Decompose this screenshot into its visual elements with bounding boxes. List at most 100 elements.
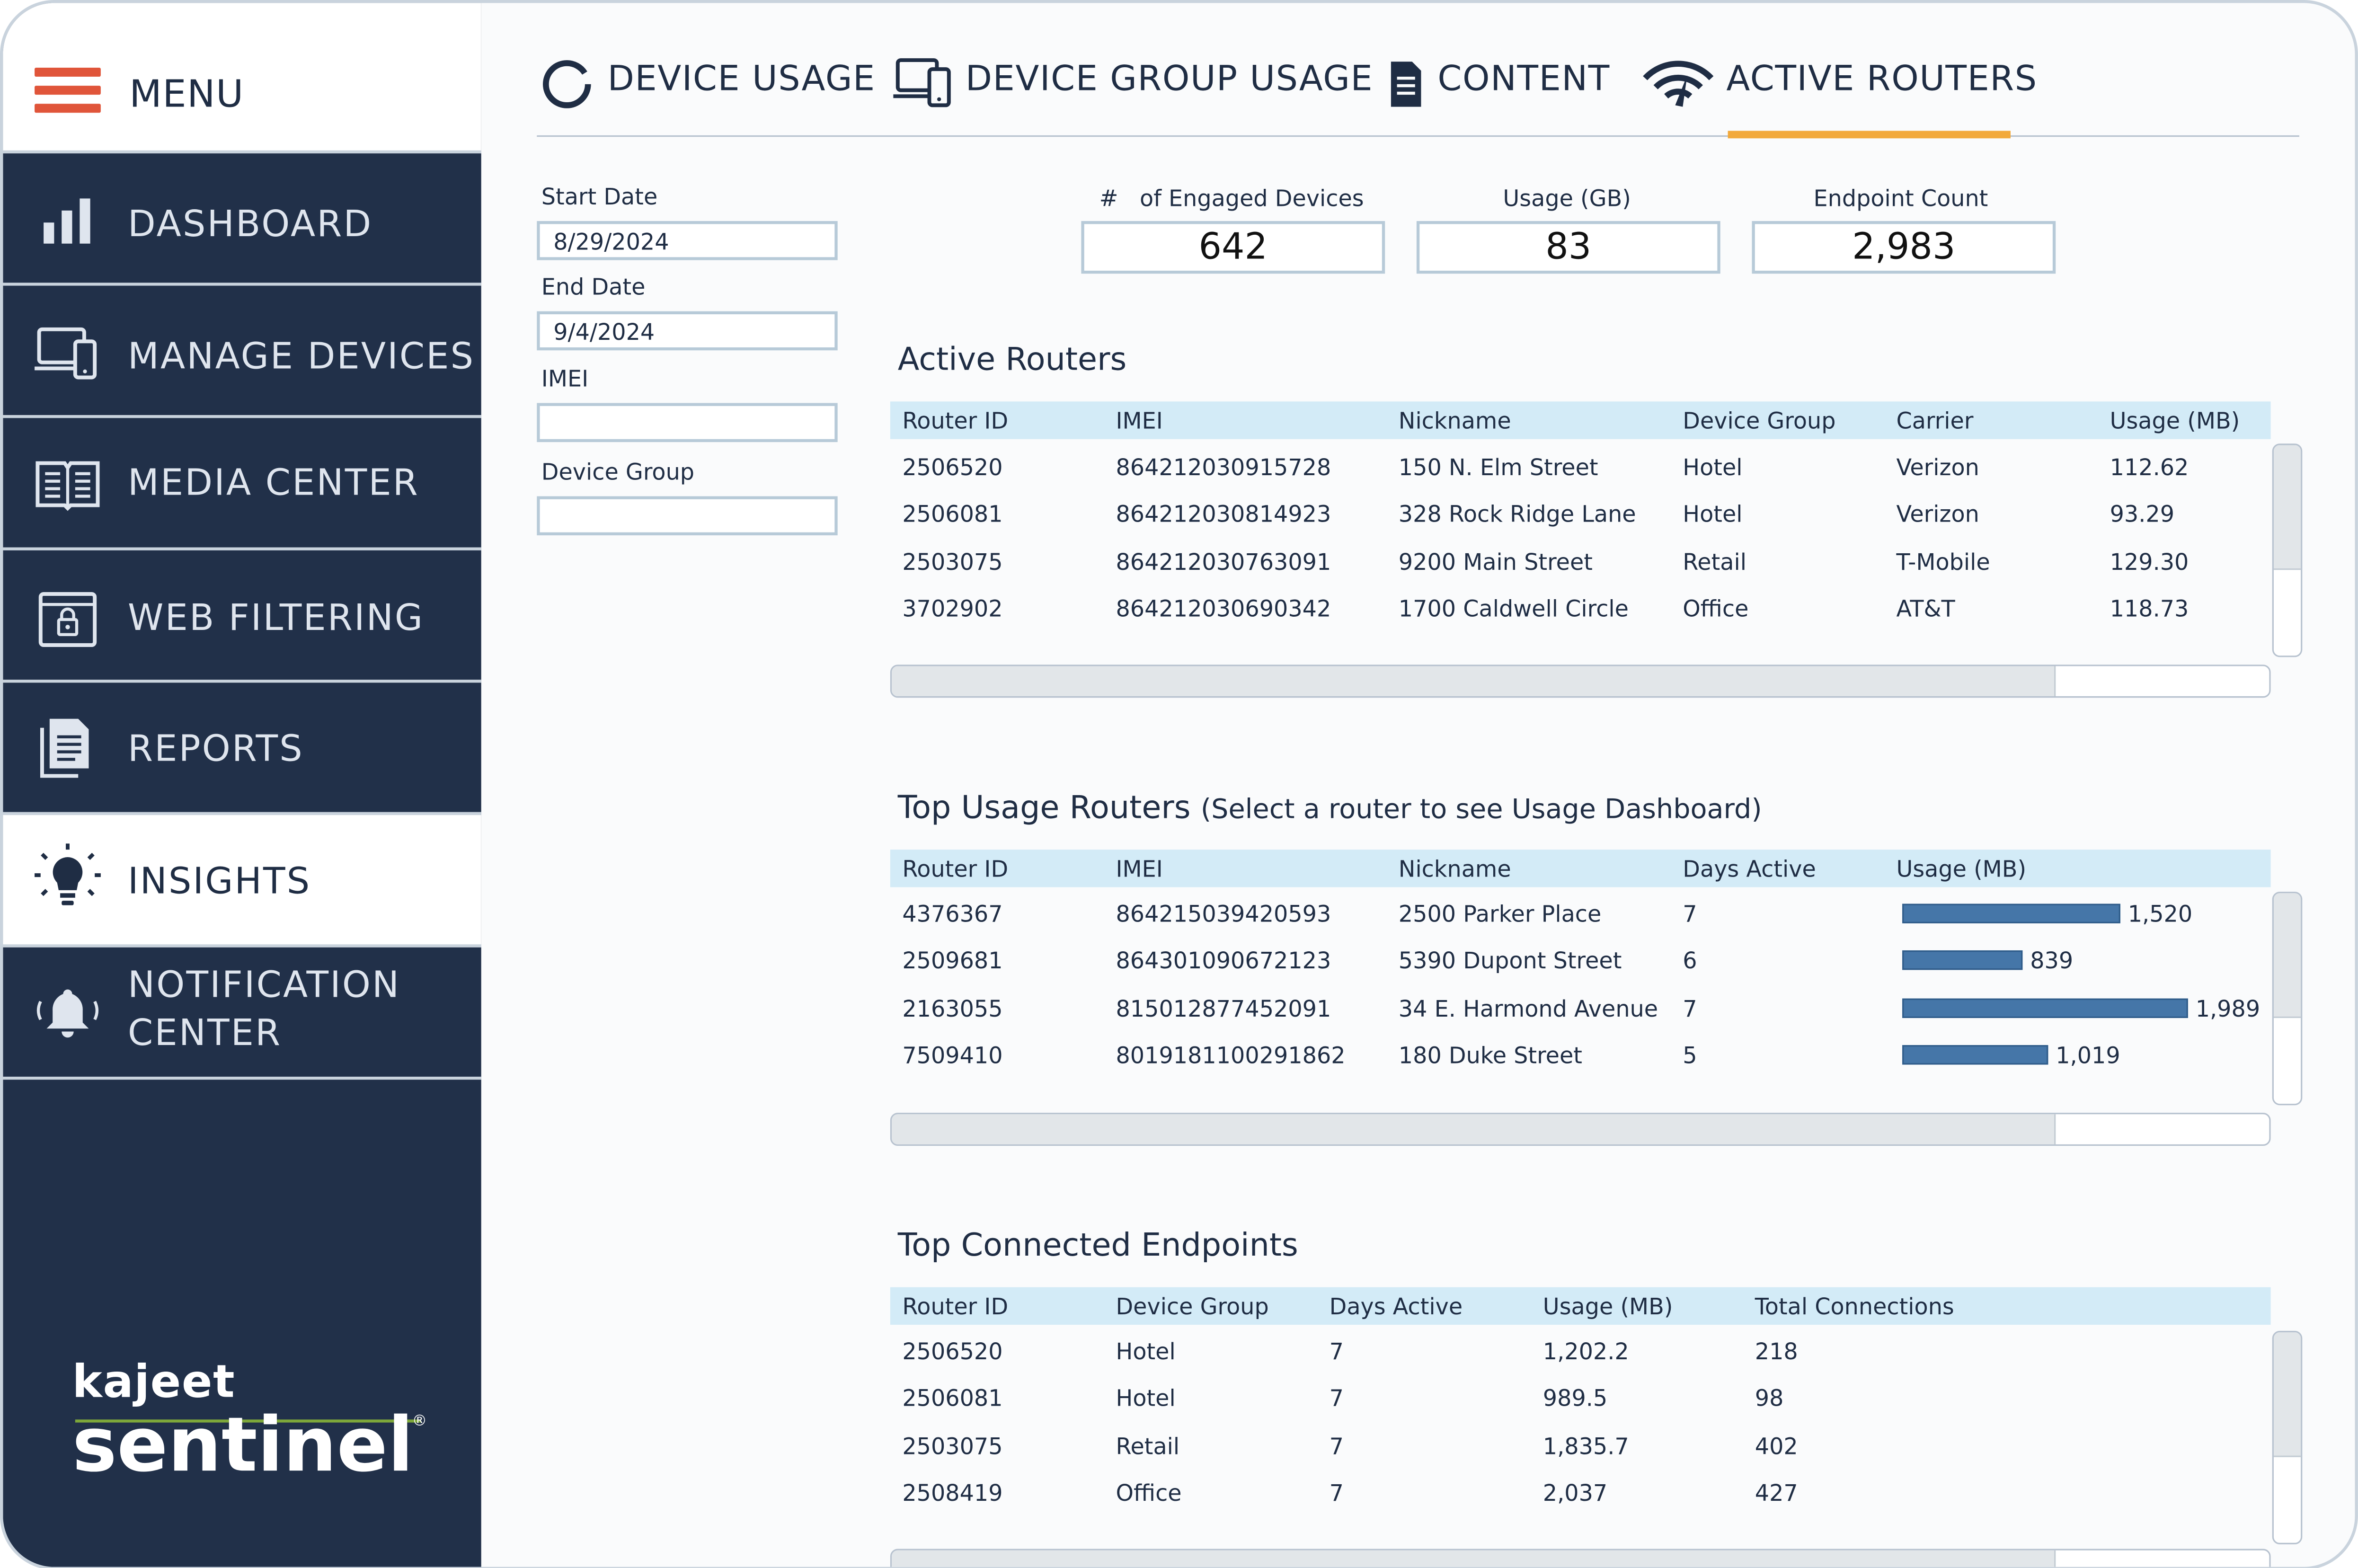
column-header[interactable]: Total Connections bbox=[1755, 1293, 1954, 1320]
table-cell: 4376367 bbox=[902, 901, 1003, 928]
registered-mark: ® bbox=[412, 1413, 427, 1430]
logo-divider bbox=[75, 1419, 421, 1423]
column-header[interactable]: IMEI bbox=[1116, 855, 1163, 883]
tab-content[interactable]: CONTENT bbox=[1386, 54, 1612, 114]
usage-bar-label: 1,019 bbox=[2056, 1042, 2120, 1069]
table-cell: 5 bbox=[1683, 1042, 1697, 1069]
usage-bar-label: 839 bbox=[2030, 947, 2074, 974]
active-tab-indicator bbox=[1728, 131, 2011, 139]
column-header[interactable]: Usage (MB) bbox=[1542, 1293, 1673, 1320]
column-header[interactable]: Nickname bbox=[1398, 408, 1511, 435]
engaged-devices-value: 642 bbox=[1081, 221, 1385, 274]
device-group-field[interactable] bbox=[537, 496, 838, 536]
sidebar-item-media-center[interactable]: MEDIA CENTER bbox=[3, 418, 481, 550]
table-cell: 815012877452091 bbox=[1116, 995, 1331, 1023]
endpoint-count-label: Endpoint Count bbox=[1813, 185, 1988, 212]
sidebar-item-label: MEDIA CENTER bbox=[128, 461, 419, 504]
column-header[interactable]: Device Group bbox=[1683, 408, 1836, 435]
table-row: 2506520 Hotel 7 1,202.2 218 bbox=[890, 1329, 2271, 1376]
start-date-field[interactable]: 8/29/2024 bbox=[537, 221, 838, 260]
sidebar-item-label: INSIGHTS bbox=[128, 860, 311, 903]
engaged-devices-label: # of Engaged Devices bbox=[1099, 185, 1364, 212]
table-cell: 34 E. Harmond Avenue bbox=[1398, 995, 1658, 1023]
table-cell: 7509410 bbox=[902, 1042, 1003, 1069]
table-cell: 150 N. Elm Street bbox=[1398, 454, 1598, 481]
top-usage-horizontal-scrollbar[interactable] bbox=[890, 1113, 2271, 1146]
table-row: 3702902 864212030690342 1700 Caldwell Circ… bbox=[890, 586, 2271, 633]
top-endpoints-vertical-scrollbar[interactable] bbox=[2272, 1330, 2303, 1544]
tab-device-usage[interactable]: DEVICE USAGE bbox=[540, 54, 875, 114]
top-usage-vertical-scrollbar[interactable] bbox=[2272, 892, 2303, 1106]
table-cell: 864301090672123 bbox=[1116, 947, 1331, 974]
column-header[interactable]: Days Active bbox=[1329, 1293, 1463, 1320]
column-header[interactable]: Router ID bbox=[902, 408, 1009, 435]
table-cell: 2503075 bbox=[902, 1433, 1003, 1461]
table-row: 2506081 Hotel 7 989.5 98 bbox=[890, 1376, 2271, 1422]
table-row[interactable]: 2509681 864301090672123 5390 Dupont Street… bbox=[890, 939, 2271, 985]
top-usage-title: Top Usage Routers (Select a router to se… bbox=[898, 789, 1762, 825]
table-cell: AT&T bbox=[1896, 595, 1955, 623]
table-cell: 129.30 bbox=[2110, 549, 2189, 576]
column-header[interactable]: Usage (MB) bbox=[1896, 855, 2027, 883]
usage-bar[interactable] bbox=[1902, 904, 2120, 923]
top-endpoints-header: Router ID Device Group Days Active Usage… bbox=[890, 1287, 2271, 1325]
table-row[interactable]: 2163055 815012877452091 34 E. Harmond Aven… bbox=[890, 986, 2271, 1033]
table-cell: 118.73 bbox=[2110, 595, 2189, 623]
table-cell: 2163055 bbox=[902, 995, 1003, 1023]
sidebar-item-label: NOTIFICATION bbox=[128, 964, 401, 1006]
hamburger-menu-icon[interactable] bbox=[35, 67, 101, 113]
sidebar-item-dashboard[interactable]: DASHBOARD bbox=[3, 153, 481, 286]
table-cell: 98 bbox=[1755, 1385, 1784, 1412]
bar-chart-icon bbox=[44, 198, 90, 244]
usage-bar[interactable] bbox=[1902, 998, 2188, 1018]
sidebar-item-notification-center[interactable]: NOTIFICATION CENTER bbox=[3, 948, 481, 1080]
column-header[interactable]: Router ID bbox=[902, 855, 1009, 883]
column-header[interactable]: Device Group bbox=[1116, 1293, 1269, 1320]
table-cell: 1700 Caldwell Circle bbox=[1398, 595, 1629, 623]
devices-icon bbox=[35, 327, 97, 380]
wifi-signal-icon bbox=[1643, 61, 1714, 107]
logo-line2: sentinel bbox=[72, 1401, 414, 1489]
sidebar-item-label: MANAGE DEVICES bbox=[128, 335, 475, 378]
end-date-field[interactable]: 9/4/2024 bbox=[537, 311, 838, 351]
imei-label: IMEI bbox=[541, 365, 589, 393]
table-cell: Retail bbox=[1683, 549, 1746, 576]
table-cell: 864212030690342 bbox=[1116, 595, 1331, 623]
table-cell: Hotel bbox=[1683, 501, 1743, 528]
lock-browser-icon bbox=[38, 592, 97, 647]
table-row[interactable]: 7509410 8019181100291862 180 Duke Street 5 1… bbox=[890, 1033, 2271, 1080]
table-cell: 93.29 bbox=[2110, 501, 2175, 528]
column-header[interactable]: Router ID bbox=[902, 1293, 1009, 1320]
imei-field[interactable] bbox=[537, 403, 838, 443]
tab-active-routers[interactable]: ACTIVE ROUTERS bbox=[1642, 54, 2037, 114]
top-endpoints-horizontal-scrollbar[interactable] bbox=[890, 1549, 2271, 1567]
column-header[interactable]: Carrier bbox=[1896, 408, 1974, 435]
table-cell: 2503075 bbox=[902, 549, 1003, 576]
active-routers-horizontal-scrollbar[interactable] bbox=[890, 664, 2271, 698]
usage-bar-label: 1,989 bbox=[2195, 995, 2260, 1023]
column-header[interactable]: Days Active bbox=[1683, 855, 1816, 883]
table-row: 2503075 Retail 7 1,835.7 402 bbox=[890, 1424, 2271, 1471]
table-cell: 864215039420593 bbox=[1116, 901, 1331, 928]
table-cell: Office bbox=[1116, 1479, 1182, 1507]
column-header[interactable]: Usage (MB) bbox=[2110, 408, 2240, 435]
sidebar-item-reports[interactable]: REPORTS bbox=[3, 682, 481, 815]
usage-bar[interactable] bbox=[1902, 1045, 2048, 1065]
usage-bar[interactable] bbox=[1902, 950, 2023, 970]
sidebar-item-web-filtering[interactable]: WEB FILTERING bbox=[3, 550, 481, 683]
column-header[interactable]: IMEI bbox=[1116, 408, 1163, 435]
table-cell: 5390 Dupont Street bbox=[1398, 947, 1622, 974]
menu-bar[interactable]: MENU bbox=[3, 3, 481, 154]
table-cell: T-Mobile bbox=[1896, 549, 1990, 576]
sidebar-item-label: WEB FILTERING bbox=[128, 597, 425, 639]
column-header[interactable]: Nickname bbox=[1398, 855, 1511, 883]
active-routers-vertical-scrollbar[interactable] bbox=[2272, 443, 2303, 657]
sidebar-item-manage-devices[interactable]: MANAGE DEVICES bbox=[3, 286, 481, 418]
table-cell: Verizon bbox=[1896, 501, 1979, 528]
tab-device-group-usage[interactable]: DEVICE GROUP USAGE bbox=[893, 54, 1373, 114]
sidebar-item-insights[interactable]: INSIGHTS bbox=[3, 815, 481, 948]
table-cell: 864212030915728 bbox=[1116, 454, 1331, 481]
table-row[interactable]: 4376367 864215039420593 2500 Parker Place 7… bbox=[890, 892, 2271, 938]
table-cell: 427 bbox=[1755, 1479, 1798, 1507]
table-row: 2506520 864212030915728 150 N. Elm Street H… bbox=[890, 445, 2271, 491]
